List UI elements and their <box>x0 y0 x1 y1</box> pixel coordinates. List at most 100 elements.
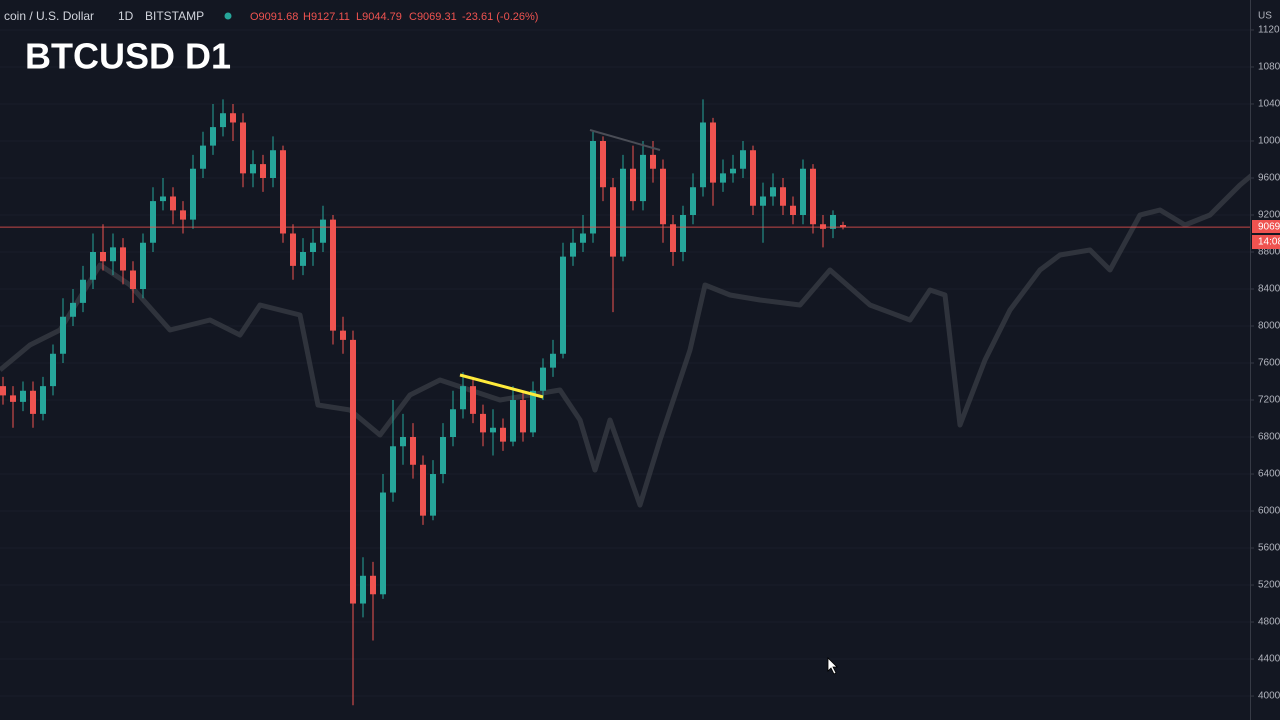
header-change: -23.61 (-0.26%) <box>462 11 538 23</box>
candle-body <box>560 256 566 354</box>
candle-body <box>430 474 436 516</box>
status-dot <box>224 12 232 20</box>
candle-body <box>450 409 456 438</box>
candle-body <box>220 113 226 128</box>
candle-body <box>800 168 806 215</box>
candle-body <box>660 168 666 225</box>
candle-body <box>530 390 536 433</box>
candle-body <box>470 386 476 414</box>
candle-body <box>110 247 116 262</box>
candle-body <box>180 210 186 220</box>
candle-body <box>320 219 326 243</box>
y-tick-label: 4800 <box>1258 617 1280 628</box>
candle-body <box>60 316 66 354</box>
candle-body <box>300 251 306 266</box>
price-axis <box>1250 0 1280 720</box>
candle-body <box>830 214 836 229</box>
candle-body <box>380 492 386 595</box>
y-tick-label: 9600 <box>1258 173 1280 184</box>
candle-body <box>700 122 706 188</box>
candle-body <box>160 196 166 202</box>
countdown-bg <box>1252 235 1280 249</box>
candle-body <box>190 168 196 220</box>
candle-body <box>730 168 736 174</box>
candle-body <box>230 113 236 123</box>
header-close: C9069.31 <box>409 11 457 23</box>
candle-body <box>510 400 516 442</box>
candle-body <box>540 367 546 391</box>
candle-body <box>500 427 506 442</box>
symbol: coin / U.S. Dollar <box>4 9 94 23</box>
candle-body <box>240 122 246 174</box>
y-tick-label: 6000 <box>1258 506 1280 517</box>
candle-body <box>580 233 586 243</box>
candle-body <box>550 353 556 368</box>
y-tick-label: 1080 <box>1258 62 1280 73</box>
candle-body <box>640 154 646 202</box>
candle-body <box>600 140 606 188</box>
candle-body <box>400 437 406 447</box>
header-open: O9091.68 <box>250 11 298 23</box>
candle-body <box>790 205 796 215</box>
candle-body <box>80 279 86 303</box>
price-tag-bg <box>1252 220 1280 233</box>
interval: 1D <box>118 9 134 23</box>
y-tick-label: 8400 <box>1258 284 1280 295</box>
candle-body <box>650 154 656 169</box>
candle-body <box>520 400 526 433</box>
candle-body <box>480 413 486 433</box>
header-low: L9044.79 <box>356 11 402 23</box>
candle-body <box>620 168 626 257</box>
candle-body <box>690 187 696 215</box>
trend-line <box>459 373 544 399</box>
price-tag: 9069 <box>1258 222 1280 233</box>
candle-body <box>720 173 726 183</box>
candle-body <box>20 390 26 402</box>
candle-body <box>140 242 146 289</box>
y-tick-label: 7600 <box>1258 358 1280 369</box>
candle-body <box>70 302 76 317</box>
y-tick-label: 1000 <box>1258 136 1280 147</box>
candle-body <box>210 127 216 146</box>
candle-body <box>410 437 416 465</box>
candle-body <box>820 224 826 229</box>
candle-body <box>590 140 596 234</box>
candle-body <box>440 437 446 475</box>
y-tick-label: 6400 <box>1258 469 1280 480</box>
candle-body <box>40 386 46 414</box>
candle-body <box>360 575 366 604</box>
candle-body <box>390 446 396 493</box>
candle-body <box>630 168 636 202</box>
candle-body <box>170 196 176 211</box>
y-tick-label: 7200 <box>1258 395 1280 406</box>
candle-body <box>330 219 336 331</box>
candle-body <box>780 187 786 206</box>
candle-body <box>120 247 126 271</box>
ticks: 1120 1080 1040 1000 9600 9200 8800 8400 8000 7600… <box>1250 25 1280 702</box>
y-tick-label: 4000 <box>1258 691 1280 702</box>
candle-body <box>810 168 816 225</box>
y-tick-label: 5600 <box>1258 543 1280 554</box>
projection-overlay <box>0 158 1272 508</box>
candle-body <box>270 150 276 178</box>
candle-body <box>710 122 716 183</box>
candle-body <box>840 225 846 228</box>
y-tick-label: 9200 <box>1258 210 1280 221</box>
candle-body <box>130 270 136 289</box>
chart-title: BTCUSD D1 <box>25 36 231 77</box>
exchange: BITSTAMP <box>145 9 204 23</box>
candle-body <box>50 353 56 387</box>
header-high: H9127.11 <box>303 11 350 23</box>
candle-body <box>750 150 756 206</box>
candle-body <box>490 427 496 433</box>
y-tick-label: 8000 <box>1258 321 1280 332</box>
candle-body <box>200 145 206 169</box>
candle-body <box>10 395 16 402</box>
candle-body <box>290 233 296 266</box>
candle-body <box>740 150 746 169</box>
currency: US <box>1258 11 1272 22</box>
candle-body <box>760 196 766 206</box>
y-tick-label: 1040 <box>1258 99 1280 110</box>
